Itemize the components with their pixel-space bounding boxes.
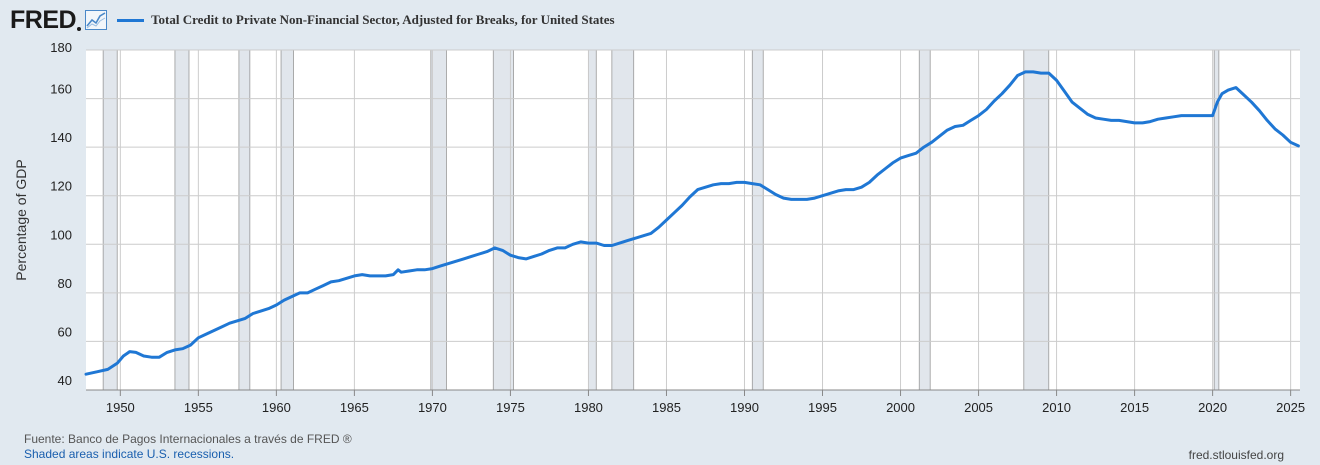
x-tick-label: 1970 (418, 400, 447, 415)
recession-band (1023, 49, 1050, 391)
y-tick-label: 140 (50, 130, 72, 145)
recession-note-link[interactable]: Shaded areas indicate U.S. recessions. (24, 447, 235, 461)
y-tick-label: 180 (50, 40, 72, 55)
y-tick-label: 100 (50, 227, 72, 242)
legend-swatch (117, 18, 145, 22)
x-tick-label: 1990 (730, 400, 759, 415)
x-tick-label: 2015 (1120, 400, 1149, 415)
legend: Total Credit to Private Non-Financial Se… (117, 12, 615, 28)
y-tick-label: 120 (50, 179, 72, 194)
recession-band (588, 49, 597, 391)
y-tick-label: 60 (58, 324, 72, 339)
x-tick-label: 1965 (340, 400, 369, 415)
y-axis-label: Percentage of GDP (13, 159, 29, 280)
y-tick-label: 80 (58, 276, 72, 291)
plot-area (86, 50, 1300, 390)
y-axis-ticks: 40 60 80 100 120 140 160 180 (50, 40, 72, 388)
x-tick-label: 2020 (1198, 400, 1227, 415)
x-tick-label: 1985 (652, 400, 681, 415)
recession-band (238, 49, 251, 391)
recession-band (751, 49, 764, 391)
x-tick-label: 1980 (574, 400, 603, 415)
recession-band (280, 49, 294, 391)
x-tick-label: 1975 (496, 400, 525, 415)
source-note: Fuente: Banco de Pagos Internacionales a… (24, 432, 352, 446)
footer-notes: Fuente: Banco de Pagos Internacionales a… (24, 432, 352, 462)
y-tick-label: 40 (58, 373, 72, 388)
legend-series-label: Total Credit to Private Non-Financial Se… (151, 12, 615, 27)
x-tick-label: 1950 (106, 400, 135, 415)
y-tick-label: 160 (50, 82, 72, 97)
recession-band (102, 49, 118, 391)
x-tick-label: 1955 (184, 400, 213, 415)
site-link[interactable]: fred.stlouisfed.org (1188, 448, 1284, 462)
x-tick-label: 2005 (964, 400, 993, 415)
fred-trend-icon (85, 10, 108, 30)
recession-band (174, 49, 190, 391)
grid-lines (86, 49, 1300, 391)
recession-band (430, 49, 447, 391)
recession-band (918, 49, 931, 391)
x-tick-label: 1995 (808, 400, 837, 415)
x-tick-label: 2000 (886, 400, 915, 415)
series-line (84, 70, 1300, 376)
x-tick-label: 2010 (1042, 400, 1071, 415)
recession-band (611, 49, 635, 391)
fred-logo[interactable]: FRED (10, 5, 77, 34)
x-tick-label: 2025 (1276, 400, 1305, 415)
x-tick-label: 1960 (262, 400, 291, 415)
logo-dot (77, 27, 82, 31)
x-axis-ticks: 1950 1955 1960 1965 1970 1975 1980 1985 1990 1995… (106, 390, 1305, 415)
header: FRED Total Credit to Private Non-Financi… (10, 4, 615, 36)
